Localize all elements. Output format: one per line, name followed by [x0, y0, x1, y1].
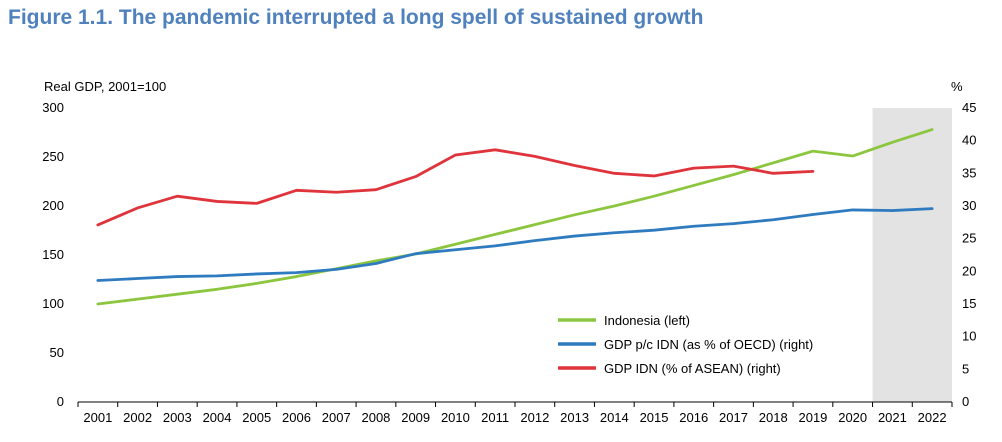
right-tick-label: 20 [962, 263, 976, 278]
x-tick-label: 2012 [520, 410, 549, 425]
x-tick-label: 2010 [441, 410, 470, 425]
x-tick-label: 2017 [719, 410, 748, 425]
x-tick-label: 2019 [798, 410, 827, 425]
right-tick-label: 15 [962, 296, 976, 311]
right-tick-label: 45 [962, 100, 976, 115]
right-tick-label: 40 [962, 133, 976, 148]
x-tick-label: 2005 [242, 410, 271, 425]
x-tick-label: 2013 [560, 410, 589, 425]
chart-title: Figure 1.1. The pandemic interrupted a l… [8, 6, 704, 29]
left-tick-label: 100 [42, 296, 64, 311]
right-tick-label: 25 [962, 231, 976, 246]
series-line-0 [96, 128, 934, 306]
x-tick-label: 2018 [759, 410, 788, 425]
left-tick-label: 150 [42, 247, 64, 262]
x-tick-label: 2008 [361, 410, 390, 425]
series-line-2 [96, 148, 815, 227]
left-tick-label: 0 [57, 394, 64, 409]
legend-label: GDP p/c IDN (as % of OECD) (right) [604, 337, 813, 352]
x-tick-label: 2022 [918, 410, 947, 425]
left-tick-label: 300 [42, 100, 64, 115]
legend-label: Indonesia (left) [604, 313, 690, 328]
left-tick-label: 200 [42, 198, 64, 213]
x-tick-label: 2009 [401, 410, 430, 425]
right-tick-label: 30 [962, 198, 976, 213]
x-tick-label: 2003 [163, 410, 192, 425]
x-tick-label: 2014 [600, 410, 629, 425]
left-tick-label: 50 [50, 345, 64, 360]
legend-label: GDP IDN (% of ASEAN) (right) [604, 361, 781, 376]
legend: Indonesia (left) GDP p/c IDN (as % of OEC… [558, 313, 813, 376]
x-tick-label: 2007 [322, 410, 351, 425]
right-tick-label: 35 [962, 165, 976, 180]
right-axis-label: % [951, 79, 963, 94]
x-tick-label: 2002 [123, 410, 152, 425]
x-tick-label: 2021 [878, 410, 907, 425]
right-tick-label: 0 [962, 394, 969, 409]
x-tick-label: 2001 [83, 410, 112, 425]
projection-shade [872, 108, 952, 402]
x-tick-label: 2020 [838, 410, 867, 425]
x-tick-label: 2016 [679, 410, 708, 425]
x-tick-label: 2004 [203, 410, 232, 425]
x-tick-label: 2011 [481, 410, 509, 425]
right-tick-label: 10 [962, 329, 976, 344]
left-tick-label: 250 [42, 149, 64, 164]
series-line-1 [96, 207, 934, 282]
left-axis-label: Real GDP, 2001=100 [44, 79, 166, 94]
right-tick-label: 5 [962, 361, 969, 376]
x-tick-label: 2006 [282, 410, 311, 425]
x-tick-label: 2015 [640, 410, 669, 425]
